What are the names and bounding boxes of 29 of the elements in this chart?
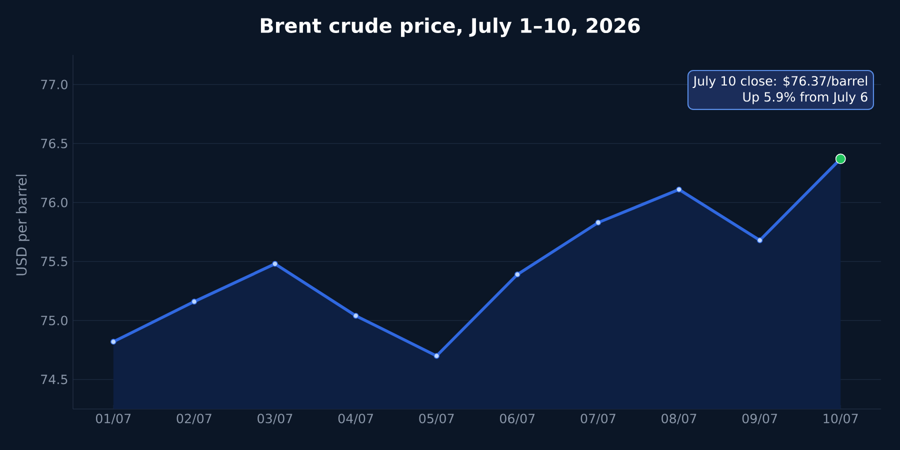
x-tick-label: 08/07 [662,414,696,424]
annotation: Up 5.9% from July 6 [743,92,868,104]
point [352,312,359,319]
point [514,272,520,278]
x-tick-label: 10/07 [824,414,858,424]
chart-title: Brent crude price, July 1–10, 2026 [260,18,640,38]
y-tick-label: 74.5 [41,374,68,384]
x-tick-label: 02/07 [176,414,212,424]
point [434,352,440,359]
y-axis-title: USD per barrel [16,174,30,276]
point [595,220,602,226]
x-tick-label: 07/07 [580,414,616,424]
y-tick-label: 76.5 [41,138,68,148]
x-tick-label: 05/07 [419,414,454,424]
y-tick-label: 75.5 [41,256,68,266]
y-tick-label: 75.0 [41,316,68,326]
point [676,186,682,192]
annotation: July 10 close: $76.37/barrel [692,76,867,88]
point [191,298,198,305]
x-tick-label: 04/07 [338,414,373,424]
point [756,237,763,244]
point [272,260,278,267]
y-tick-label: 76.0 [41,198,68,208]
x-tick-label: 09/07 [742,414,777,424]
y-tick-label: 77.0 [41,80,68,90]
x-tick-label: 06/07 [500,414,535,424]
x-tick-label: 01/07 [96,414,131,424]
x-tick-label: 03/07 [258,414,292,424]
point [110,338,116,345]
